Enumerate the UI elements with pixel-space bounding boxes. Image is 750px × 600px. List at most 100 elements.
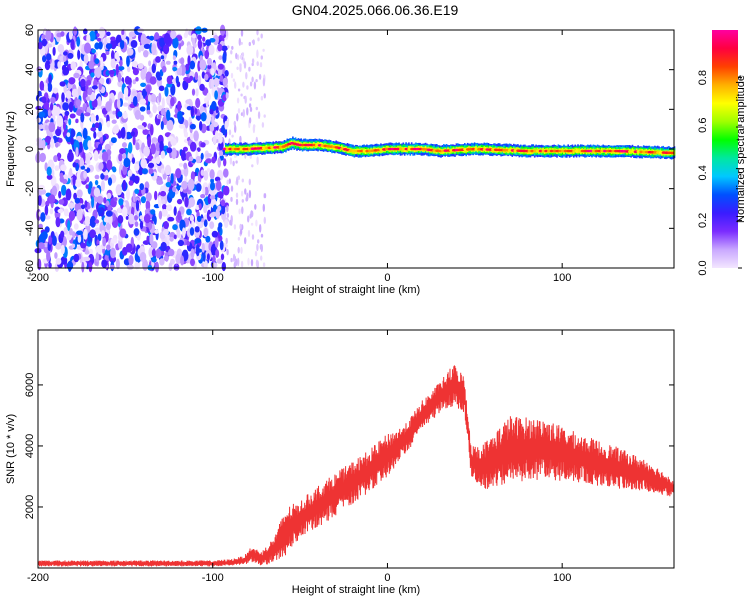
heatmap-cell xyxy=(173,60,178,65)
heatmap-cell xyxy=(50,137,55,149)
heatmap-cell xyxy=(203,260,208,269)
heatmap-cell xyxy=(232,253,236,263)
heatmap-cell xyxy=(58,190,62,199)
heatmap-cell xyxy=(239,54,243,60)
heatmap-cell xyxy=(76,230,83,236)
heatmap-cell xyxy=(194,238,202,244)
heatmap-cell xyxy=(248,66,251,72)
heatmap-cell xyxy=(161,199,166,205)
heatmap-cell xyxy=(73,26,78,36)
heatmap-cell xyxy=(70,38,75,50)
heatmap-cell xyxy=(210,181,215,191)
carrier-track xyxy=(222,136,676,160)
heatmap-cell xyxy=(117,215,124,224)
heatmap-cell xyxy=(233,120,236,127)
heatmap-cell xyxy=(209,169,215,180)
heatmap-cell xyxy=(137,92,141,103)
heatmap-cell xyxy=(59,175,64,183)
heatmap-cell xyxy=(112,167,117,173)
heatmap-cell xyxy=(86,33,91,44)
heatmap-cell xyxy=(179,65,183,76)
heatmap-cell xyxy=(256,156,259,165)
heatmap-cell xyxy=(237,175,240,180)
heatmap-cell xyxy=(146,109,151,115)
heatmap-cell xyxy=(148,221,153,230)
heatmap-cell xyxy=(91,48,96,54)
y-tick-label: 2000 xyxy=(24,495,36,519)
heatmap-cell xyxy=(122,179,127,191)
spectrogram-y-ticks: -60 -40 -20 0 20 40 60 xyxy=(24,24,674,276)
heatmap-cell xyxy=(81,261,85,273)
heatmap-cell xyxy=(186,44,194,56)
x-tick-label: -100 xyxy=(202,572,224,584)
heatmap-cell xyxy=(259,224,262,233)
heatmap-cell xyxy=(190,248,195,259)
heatmap-cell xyxy=(127,77,132,85)
heatmap-cell xyxy=(122,165,128,176)
heatmap-cell xyxy=(97,233,102,242)
heatmap-cell xyxy=(55,242,62,250)
heatmap-cell xyxy=(200,142,206,148)
heatmap-cell xyxy=(83,53,89,64)
heatmap-cell xyxy=(45,60,51,66)
heatmap-cell xyxy=(244,188,247,195)
heatmap-cell xyxy=(89,229,96,239)
y-tick-label: -40 xyxy=(24,220,36,236)
heatmap-cell xyxy=(55,217,61,228)
heatmap-cell xyxy=(55,258,62,265)
heatmap-cell xyxy=(170,173,174,184)
heatmap-cell xyxy=(46,53,52,61)
heatmap-cell xyxy=(161,168,165,175)
heatmap-cell xyxy=(63,51,68,56)
heatmap-cell xyxy=(246,192,249,202)
y-tick-label: 40 xyxy=(24,64,36,76)
heatmap-cell xyxy=(236,54,240,61)
heatmap-cell xyxy=(59,81,66,87)
heatmap-cell xyxy=(37,123,43,130)
heatmap-cell xyxy=(166,204,173,211)
heatmap-cell xyxy=(184,196,189,208)
heatmap-cell xyxy=(106,244,111,251)
heatmap-cell xyxy=(248,103,252,108)
heatmap-cell xyxy=(117,72,122,83)
heatmap-cell xyxy=(86,79,92,86)
heatmap-cell xyxy=(44,162,48,172)
heatmap-cell xyxy=(212,34,219,46)
colorbar-tick-label: 0.0 xyxy=(697,260,709,275)
heatmap-cell xyxy=(211,115,215,126)
heatmap-cell xyxy=(60,230,65,239)
heatmap-cell xyxy=(209,195,216,200)
heatmap-cell xyxy=(160,108,166,116)
heatmap-cell xyxy=(251,234,255,240)
heatmap-cell xyxy=(44,204,49,216)
heatmap-cell xyxy=(209,108,214,115)
heatmap-cell xyxy=(101,259,108,268)
heatmap-cell xyxy=(128,180,134,186)
heatmap-cell xyxy=(50,102,54,111)
heatmap-cell xyxy=(246,107,249,116)
heatmap-cell xyxy=(182,227,186,239)
heatmap-cell xyxy=(189,60,196,70)
heatmap-cell xyxy=(199,59,207,71)
y-tick-label: 60 xyxy=(24,24,36,36)
heatmap-cell xyxy=(63,121,66,131)
heatmap-cell xyxy=(261,122,265,128)
heatmap-cell xyxy=(237,108,241,114)
heatmap-cell xyxy=(90,127,97,132)
heatmap-cell xyxy=(44,135,52,144)
heatmap-cell xyxy=(262,262,266,268)
heatmap-cell xyxy=(190,171,195,182)
heatmap-cell xyxy=(84,200,88,208)
heatmap-cell xyxy=(52,87,59,94)
x-tick-label: 0 xyxy=(384,572,390,584)
heatmap-cell xyxy=(257,37,260,42)
heatmap-cell xyxy=(151,249,156,257)
heatmap-cell xyxy=(83,112,91,117)
heatmap-cell xyxy=(83,228,88,240)
heatmap-cell xyxy=(190,258,195,267)
heatmap-cell xyxy=(255,136,258,145)
heatmap-cell xyxy=(162,204,167,210)
heatmap-cell xyxy=(207,64,212,70)
heatmap-cell xyxy=(167,216,175,222)
